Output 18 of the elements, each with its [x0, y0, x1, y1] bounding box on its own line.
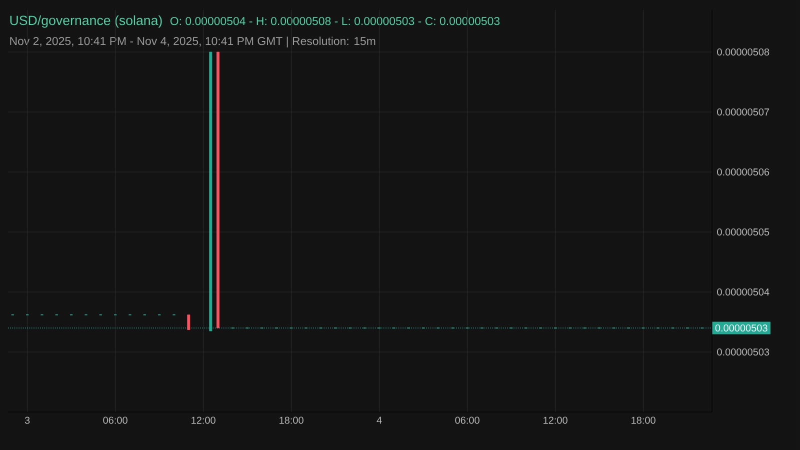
y-tick-label: 0.00000505: [717, 228, 770, 236]
x-tick-label: 18:00: [280, 416, 304, 424]
y-tick-label: 0.00000508: [717, 48, 770, 56]
x-tick-label: 18:00: [632, 416, 656, 424]
y-tick-label: 0.00000507: [717, 108, 770, 116]
x-tick-label: 12:00: [192, 416, 216, 424]
y-tick-label: 0.00000506: [717, 168, 770, 176]
y-tick-label: 0.00000504: [717, 288, 770, 296]
chart-title: USD/governance (solana): [10, 15, 162, 28]
x-tick-label: 06:00: [455, 416, 480, 424]
x-tick-label: 3: [24, 416, 30, 424]
x-tick-label: 06:00: [103, 416, 128, 424]
x-tick-label: 4: [376, 416, 382, 424]
text: Nov 2, 2025, 10:41 PM - Nov 4, 2025, 10:41 PM GMT | Resolution: 15m: [10, 36, 376, 48]
x-tick-label: 12:00: [544, 416, 568, 424]
y-tick-label: 0.00000503: [717, 348, 770, 356]
annotation: O: 0.00000504 - H: 0.00000508 - L: 0.00000503 - C: 0.00000503: [170, 16, 500, 26]
candlestick: [187, 314, 190, 330]
